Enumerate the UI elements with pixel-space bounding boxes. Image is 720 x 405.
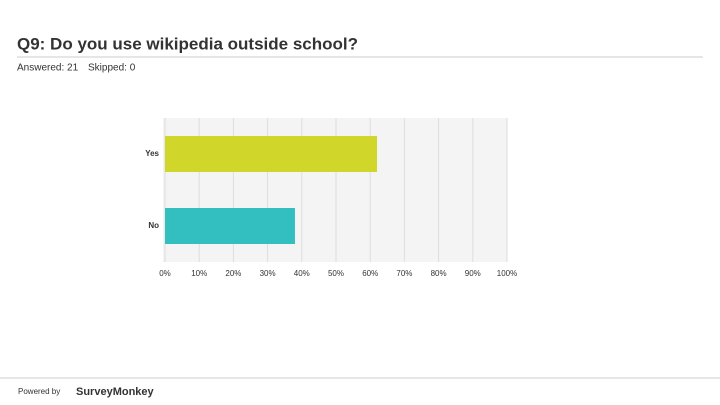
x-tick-label: 70% bbox=[396, 269, 412, 278]
answered: Answered: 21 bbox=[17, 63, 79, 74]
x-tick-label: 10% bbox=[191, 269, 207, 278]
x-tick-label: 100% bbox=[497, 269, 517, 278]
bar bbox=[165, 208, 295, 244]
skipped: Skipped: 0 bbox=[88, 63, 136, 74]
x-tick-label: 0% bbox=[159, 269, 171, 278]
x-tick-label: 60% bbox=[362, 269, 378, 278]
x-tick-label: 20% bbox=[225, 269, 241, 278]
chart-title: Q9: Do you use wikipedia outside school? bbox=[17, 34, 358, 53]
y-tick-label: No bbox=[148, 221, 159, 230]
x-tick-label: 50% bbox=[328, 269, 344, 278]
x-tick-label: 90% bbox=[465, 269, 481, 278]
bar bbox=[165, 136, 378, 172]
y-tick-label: Yes bbox=[145, 149, 159, 158]
brand: SurveyMonkey bbox=[76, 386, 155, 398]
x-tick-label: 80% bbox=[431, 269, 447, 278]
powered-by: Powered by bbox=[18, 387, 60, 396]
x-tick-label: 30% bbox=[260, 269, 276, 278]
x-tick-label: 40% bbox=[294, 269, 310, 278]
